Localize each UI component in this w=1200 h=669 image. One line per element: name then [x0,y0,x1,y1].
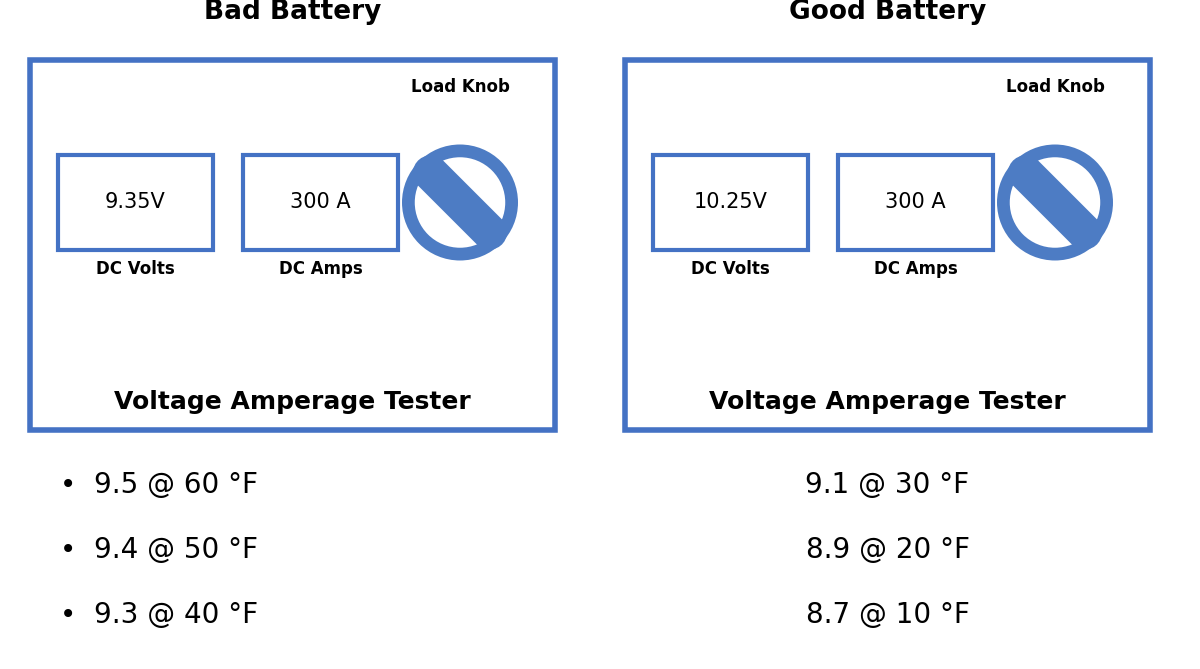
Text: 300 A: 300 A [886,193,946,213]
Text: Load Knob: Load Knob [410,78,510,96]
Text: •  9.5 @ 60 °F: • 9.5 @ 60 °F [60,471,258,499]
FancyBboxPatch shape [58,155,214,250]
Circle shape [415,157,505,248]
FancyBboxPatch shape [838,155,994,250]
Text: 9.35V: 9.35V [106,193,166,213]
Text: •  9.3 @ 40 °F: • 9.3 @ 40 °F [60,601,258,629]
Circle shape [1009,157,1100,248]
Circle shape [997,145,1114,260]
Text: 8.9 @ 20 °F: 8.9 @ 20 °F [805,536,970,564]
Circle shape [402,145,518,260]
Text: DC Volts: DC Volts [96,260,175,278]
Text: Load Knob: Load Knob [1006,78,1104,96]
Text: Voltage Amperage Tester: Voltage Amperage Tester [709,390,1066,414]
FancyBboxPatch shape [625,60,1150,430]
Text: Voltage Amperage Tester: Voltage Amperage Tester [114,390,470,414]
Text: •  9.4 @ 50 °F: • 9.4 @ 50 °F [60,536,258,564]
Text: Bad Battery: Bad Battery [204,0,382,25]
Text: DC Amps: DC Amps [278,260,362,278]
Text: 9.1 @ 30 °F: 9.1 @ 30 °F [805,471,970,499]
Text: 10.25V: 10.25V [694,193,768,213]
Text: 300 A: 300 A [290,193,350,213]
FancyBboxPatch shape [242,155,398,250]
Text: DC Amps: DC Amps [874,260,958,278]
Text: 8.7 @ 10 °F: 8.7 @ 10 °F [805,601,970,629]
Text: DC Volts: DC Volts [691,260,770,278]
FancyBboxPatch shape [30,60,554,430]
Text: Good Battery: Good Battery [788,0,986,25]
FancyBboxPatch shape [653,155,808,250]
